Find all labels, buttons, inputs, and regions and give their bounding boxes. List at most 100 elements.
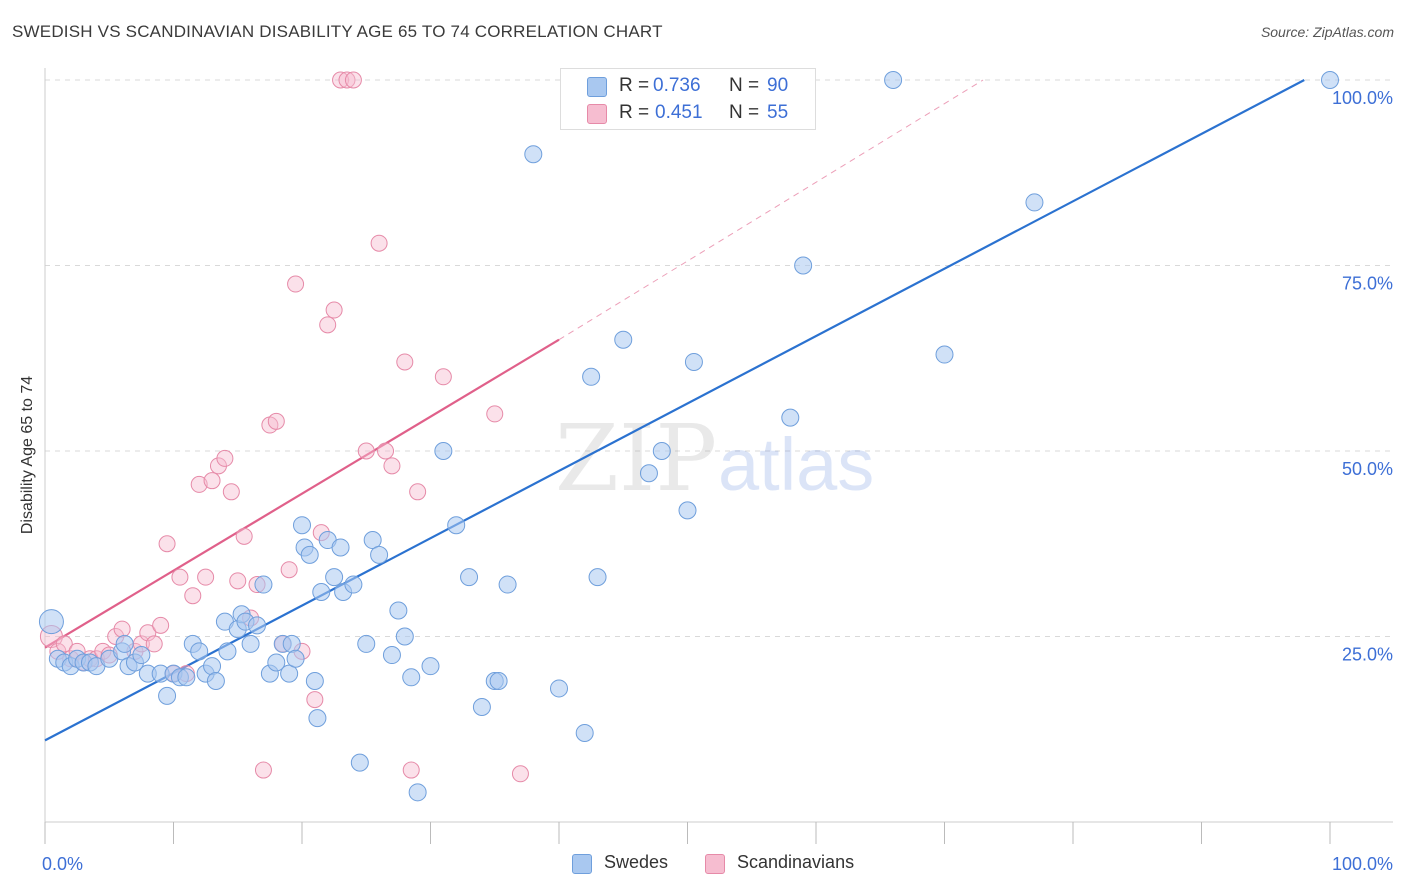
y-tick-label: 50.0% [1342, 459, 1393, 479]
source-label: Source: ZipAtlas.com [1260, 24, 1394, 40]
watermark: ZIP atlas [555, 405, 874, 512]
swedes-point [652, 442, 671, 460]
swedes-point [588, 568, 607, 587]
swedes-point [794, 256, 813, 275]
x-tick-label: 0.0% [42, 854, 83, 874]
scandinavians-point [338, 71, 356, 89]
swedes-point [524, 145, 543, 164]
swedes-point [421, 657, 440, 676]
legend-r-value: 0.736 [653, 75, 701, 96]
scandinavians-point [184, 587, 202, 605]
y-tick-label: 75.0% [1342, 274, 1393, 294]
scandinavians-point [332, 71, 350, 89]
legend-r-label: R = [619, 75, 650, 96]
swedes-point [206, 672, 225, 691]
swedes-point [286, 649, 305, 668]
swedes-point [884, 71, 903, 89]
correlation-legend: R = 0.736 N = 90 R = 0.451 N = 55 [560, 68, 816, 130]
swedes-point [582, 367, 601, 386]
scandinavians-point [287, 275, 305, 293]
scandinavians-point [280, 561, 298, 579]
legend-n-value: 90 [767, 75, 789, 96]
swedes-point [363, 531, 382, 550]
scandinavians-legend-label: Scandinavians [737, 852, 855, 872]
swedes-point [434, 442, 453, 460]
swedes-point [382, 646, 401, 665]
scandinavians-point [55, 635, 73, 653]
scandinavians-point [344, 71, 362, 89]
swedes-point [248, 616, 267, 635]
swedes-point [370, 545, 389, 564]
scandinavians-point [113, 620, 131, 638]
swedes-point [280, 664, 299, 683]
legend-n-value: 55 [767, 102, 789, 123]
swedes-point [132, 646, 151, 665]
watermark-atlas: atlas [718, 423, 874, 506]
swedes-point [305, 672, 324, 691]
swedes-point [550, 679, 568, 698]
scandinavians-point [158, 535, 176, 553]
swedes-point [395, 627, 414, 646]
swedes-point [1025, 193, 1044, 212]
watermark-zip: ZIP [555, 405, 717, 512]
y-tick-label: 100.0% [1332, 88, 1393, 108]
swedes-swatch [572, 854, 592, 874]
swedes-point [1321, 71, 1339, 89]
scandinavians-point [222, 483, 240, 501]
swedes-point [472, 697, 491, 716]
trend-lines [44, 79, 1305, 742]
swedes-point [293, 516, 311, 535]
swedes-trend-line [44, 79, 1305, 742]
scandinavians-point [216, 449, 234, 467]
swedes-point [115, 634, 134, 653]
swedes-point [241, 634, 260, 653]
scandinavians-point [409, 483, 427, 501]
swedes-point [254, 575, 273, 594]
scandinavians-point [254, 761, 272, 779]
swedes-point [350, 753, 369, 772]
scandinavians-trend-line [44, 338, 560, 649]
scandinavians-point [306, 691, 324, 709]
swedes-point [312, 582, 331, 601]
scandinavians-point [267, 412, 285, 430]
scandinavians-point [145, 635, 163, 653]
scandinavians-point [434, 368, 452, 386]
scandinavians-swatch [587, 104, 607, 124]
swedes-point [639, 464, 658, 483]
swedes-point [325, 568, 344, 587]
swedes-point [498, 575, 517, 594]
swedes-point [177, 668, 196, 687]
scandinavians-point [152, 616, 170, 634]
scandinavians-point [357, 442, 375, 460]
y-axis-label: Disability Age 65 to 74 [19, 375, 36, 535]
tick-labels: 25.0% 50.0% 75.0% 100.0% 0.0% 100.0% [42, 88, 1393, 874]
swedes-point [575, 723, 594, 742]
legend-n-label: N = [729, 102, 760, 123]
scandinavians-point [377, 442, 395, 460]
scandinavians-swatch [705, 854, 725, 874]
swedes-point [489, 672, 508, 691]
scandinavians-point [319, 316, 337, 334]
swedes-point [308, 709, 327, 728]
grid-layer [45, 79, 1393, 637]
swedes-point [282, 634, 301, 653]
swedes-point [460, 568, 479, 587]
legend-n-label: N = [729, 75, 760, 96]
scandinavians-point [486, 405, 504, 423]
scandinavians-point [190, 475, 208, 493]
swedes-point [158, 686, 177, 705]
scandinavians-point [396, 353, 414, 371]
swedes-point [408, 783, 427, 802]
swedes-point [267, 653, 286, 672]
swedes-point [447, 516, 466, 535]
swedes-point [190, 642, 209, 661]
scandinavians-point [171, 568, 189, 586]
scandinavians-point [383, 457, 401, 475]
scandinavians-point [325, 301, 343, 319]
swedes-point [344, 575, 363, 594]
swedes-point [781, 408, 800, 427]
scandinavians-trend-extension [558, 79, 984, 341]
swedes-point [935, 345, 954, 364]
swedes-point [357, 634, 376, 653]
